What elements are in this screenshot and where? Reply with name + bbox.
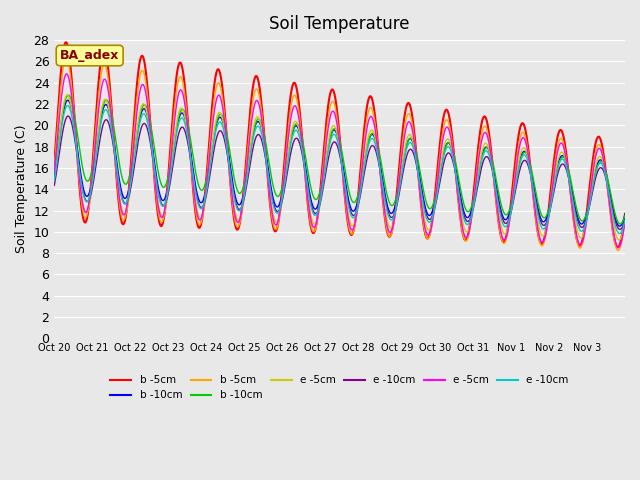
Title: Soil Temperature: Soil Temperature <box>269 15 410 33</box>
Text: BA_adex: BA_adex <box>60 49 120 62</box>
Legend: b -5cm, b -10cm, b -5cm, b -10cm, e -5cm, e -10cm, e -5cm, e -10cm: b -5cm, b -10cm, b -5cm, b -10cm, e -5cm… <box>106 371 573 405</box>
Y-axis label: Soil Temperature (C): Soil Temperature (C) <box>15 125 28 253</box>
